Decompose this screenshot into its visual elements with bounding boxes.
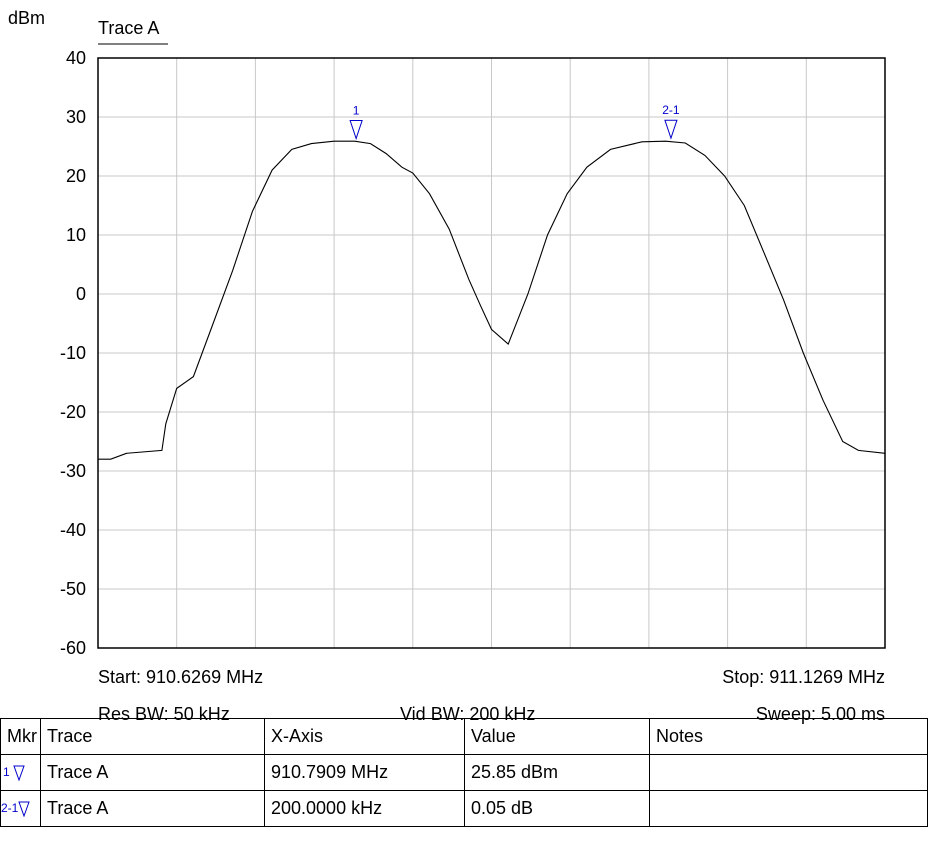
y-tick-label: 40 (66, 48, 86, 68)
y-tick-label: -40 (60, 520, 86, 540)
header-x-axis: X-Axis (264, 718, 465, 755)
table-row[interactable]: 1 Trace A 910.7909 MHz 25.85 dBm (0, 754, 928, 791)
value-cell: 0.05 dB (464, 790, 650, 827)
markers: 1 2-1 (349, 103, 680, 141)
y-tick-label: 0 (76, 284, 86, 304)
plot-frame (97, 57, 886, 649)
x-axis-cell: 200.0000 kHz (264, 790, 465, 827)
y-tick-label: -30 (60, 461, 86, 481)
marker-triangle (664, 119, 678, 140)
marker-table-header: Mkr Trace X-Axis Value Notes (0, 718, 928, 755)
table-row[interactable]: 2-1 Trace A 200.0000 kHz 0.05 dB (0, 790, 928, 827)
y-tick-label: -50 (60, 579, 86, 599)
y-tick-label: -10 (60, 343, 86, 363)
trace-cell: Trace A (40, 790, 265, 827)
y-tick-label: 10 (66, 225, 86, 245)
trace-line (98, 140, 886, 460)
marker-triangle-icon (18, 801, 31, 817)
marker-id-cell: 2-1 (0, 790, 41, 827)
marker-triangle-icon (13, 765, 25, 781)
marker-table: Mkr Trace X-Axis Value Notes 1 Trace A 9… (0, 718, 928, 827)
marker-id: 1 (3, 764, 10, 779)
notes-cell[interactable] (649, 790, 928, 827)
header-trace: Trace (40, 718, 265, 755)
marker-label: 1 (353, 103, 360, 117)
spectrum-chart: dBm Trace A 403020100-10-20-30-40-50-60 … (8, 8, 886, 658)
y-axis-unit: dBm (8, 8, 45, 28)
header-notes: Notes (649, 718, 928, 755)
header-mkr: Mkr (0, 718, 41, 755)
marker-id-cell: 1 (0, 754, 41, 791)
header-value: Value (464, 718, 650, 755)
x-axis-cell: 910.7909 MHz (264, 754, 465, 791)
stop-frequency: Stop: 911.1269 MHz (722, 667, 885, 687)
y-tick-labels: 40 30 20 10 0 -10 -20 -30 -40 -50 -60 (60, 48, 86, 658)
notes-cell[interactable] (649, 754, 928, 791)
marker-label: 2-1 (662, 103, 680, 117)
marker-triangle (349, 119, 363, 141)
value-cell: 25.85 dBm (464, 754, 650, 791)
y-tick-label: -60 (60, 638, 86, 658)
trace-title: Trace A (98, 18, 159, 38)
marker-id: 2-1 (1, 800, 19, 815)
start-frequency: Start: 910.6269 MHz (98, 667, 264, 687)
y-tick-label: 20 (66, 166, 86, 186)
grid-lines (98, 58, 885, 648)
trace-cell: Trace A (40, 754, 265, 791)
y-tick-label: -20 (60, 402, 86, 422)
y-tick-label: 30 (66, 107, 86, 127)
